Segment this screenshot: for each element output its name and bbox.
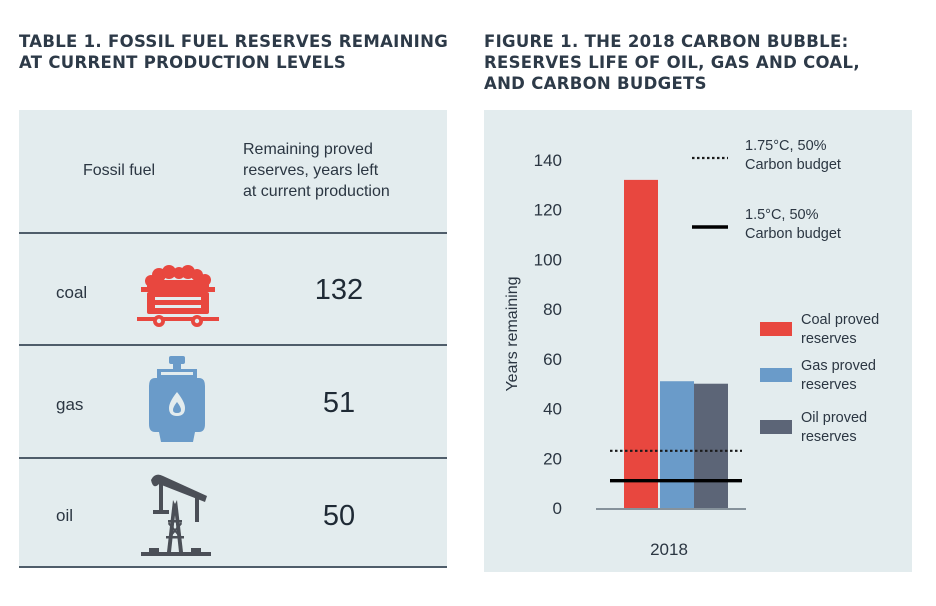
chart-canvas: 0 20 40 60 80 100 120 140 Years remaining 2018 1.7… bbox=[504, 138, 879, 559]
table-divider bbox=[19, 457, 447, 459]
legend-label: Gas proved bbox=[801, 358, 876, 374]
figure-title: FIGURE 1. THE 2018 CARBON BUBBLE: RESERV… bbox=[484, 32, 860, 93]
gas-cylinder-icon bbox=[149, 356, 205, 442]
reserve-value-oil: 50 bbox=[322, 500, 356, 532]
legend-label: reserves bbox=[801, 331, 857, 347]
table-divider bbox=[19, 344, 447, 346]
legend-label: Carbon budget bbox=[745, 157, 841, 173]
legend-label: 1.5°C, 50% bbox=[745, 207, 819, 223]
y-tick-label: 140 bbox=[534, 151, 562, 170]
table-title: TABLE 1. FOSSIL FUEL RESERVES REMAINING … bbox=[19, 32, 449, 72]
fuel-name-coal: coal bbox=[56, 283, 88, 302]
legend-label: reserves bbox=[801, 429, 857, 445]
y-tick-label: 40 bbox=[543, 400, 562, 419]
legend-swatch bbox=[760, 368, 792, 382]
reserves-table: Fossil fuel Remaining proved reserves, y… bbox=[19, 110, 447, 568]
table-divider bbox=[19, 566, 447, 568]
carbon-bubble-chart: 0 20 40 60 80 100 120 140 Years remaining 2018 1.7… bbox=[484, 110, 912, 572]
oil-pump-icon bbox=[141, 474, 211, 556]
legend-swatch bbox=[760, 322, 792, 336]
fuel-name-oil: oil bbox=[56, 506, 74, 525]
x-tick-label: 2018 bbox=[650, 540, 688, 559]
reserve-value-gas: 51 bbox=[322, 387, 356, 419]
legend-swatch bbox=[760, 420, 792, 434]
y-tick-label: 120 bbox=[534, 201, 562, 220]
legend-label: Oil proved bbox=[801, 410, 867, 426]
coal-cart-icon bbox=[137, 265, 219, 327]
header-fossil-fuel: Fossil fuel bbox=[83, 162, 156, 179]
y-tick-label: 100 bbox=[534, 250, 562, 269]
bar-oil bbox=[694, 383, 728, 508]
bar-coal bbox=[624, 179, 658, 508]
y-tick-label: 0 bbox=[553, 499, 562, 518]
fuel-name-gas: gas bbox=[56, 395, 84, 414]
header-remaining-years: Remaining proved reserves, years left at… bbox=[243, 141, 390, 200]
reserve-value-coal: 132 bbox=[314, 274, 364, 306]
y-axis-title: Years remaining bbox=[504, 276, 521, 391]
y-tick-label: 80 bbox=[543, 300, 562, 319]
bar-gas bbox=[660, 381, 694, 508]
table-divider bbox=[19, 232, 447, 234]
legend-label: reserves bbox=[801, 377, 857, 393]
legend-label: 1.75°C, 50% bbox=[745, 138, 827, 154]
y-tick-label: 60 bbox=[543, 350, 562, 369]
legend-label: Carbon budget bbox=[745, 226, 841, 242]
legend-label: Coal proved bbox=[801, 312, 879, 328]
y-tick-label: 20 bbox=[543, 449, 562, 468]
